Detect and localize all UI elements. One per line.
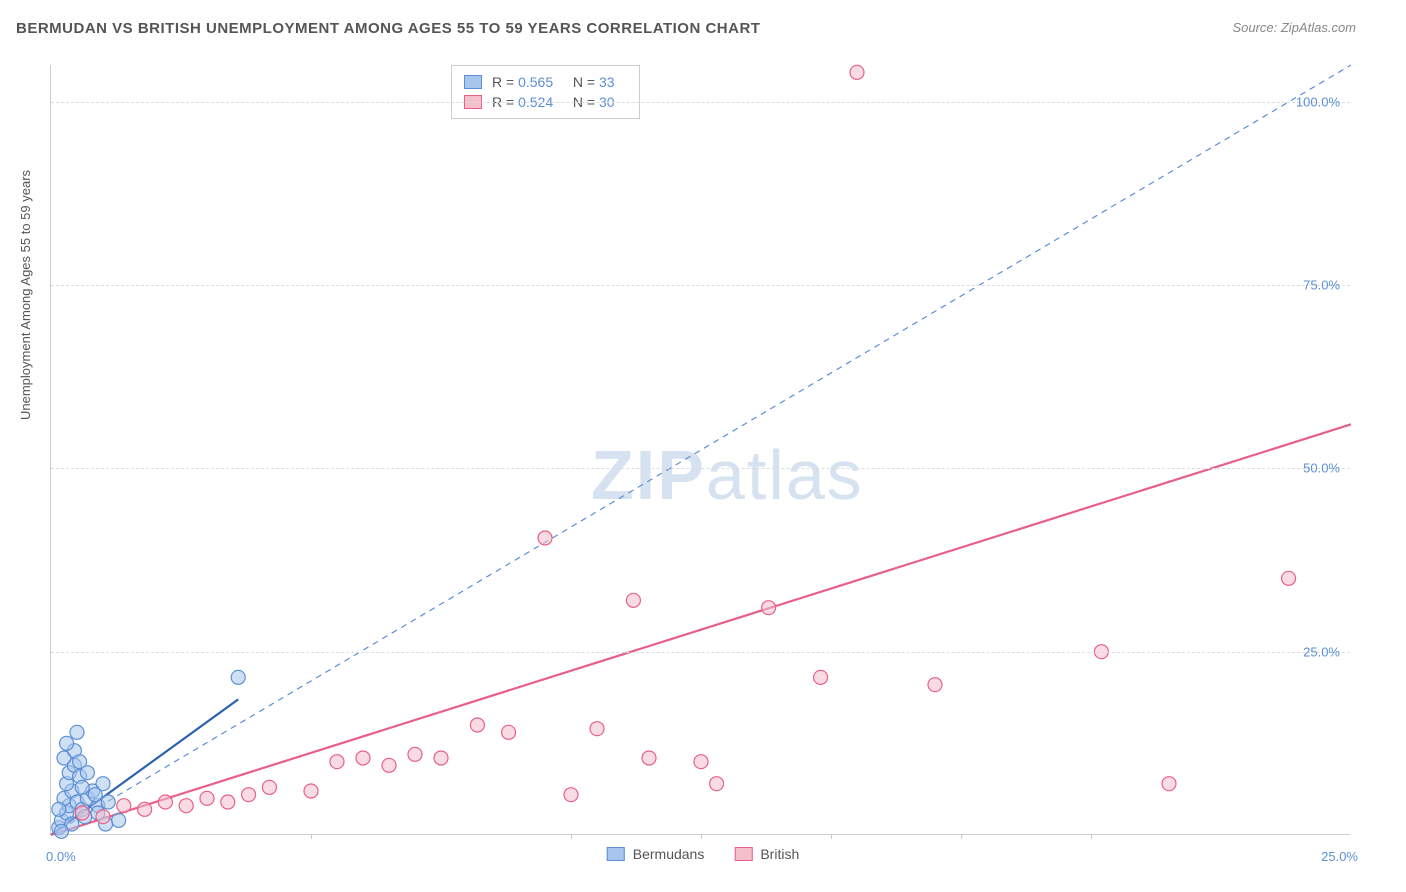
data-point [434,751,448,765]
legend-swatch [734,847,752,861]
data-point [112,813,126,827]
data-point [75,780,89,794]
data-point [262,780,276,794]
data-point [138,802,152,816]
x-tick-mark [831,834,832,839]
data-point [470,718,484,732]
legend-item: British [734,846,799,862]
gridline [51,652,1350,653]
data-point [117,799,131,813]
data-point [408,747,422,761]
y-axis-label: Unemployment Among Ages 55 to 59 years [18,170,33,420]
data-point [158,795,172,809]
scatter-plot-svg [51,65,1350,834]
data-point [1162,777,1176,791]
data-point [710,777,724,791]
data-point [850,65,864,79]
series-legend: Bermudans British [607,846,800,862]
data-point [626,593,640,607]
data-point [590,722,604,736]
chart-title: BERMUDAN VS BRITISH UNEMPLOYMENT AMONG A… [16,20,760,37]
data-point [564,788,578,802]
data-point [304,784,318,798]
data-point [70,725,84,739]
data-point [502,725,516,739]
legend-label: British [760,846,799,862]
data-point [330,755,344,769]
data-point [762,601,776,615]
data-point [642,751,656,765]
stats-legend-row: R = 0.565 N = 33 [464,72,627,92]
reference-line [51,65,1351,835]
data-point [96,810,110,824]
data-point [54,824,68,838]
data-point [928,678,942,692]
gridline [51,285,1350,286]
legend-swatch [464,75,482,89]
legend-swatch [607,847,625,861]
data-point [814,670,828,684]
x-tick-origin: 0.0% [46,849,76,864]
x-tick-mark [1091,834,1092,839]
x-tick-mark [311,834,312,839]
data-point [694,755,708,769]
data-point [200,791,214,805]
data-point [1282,571,1296,585]
data-point [179,799,193,813]
data-point [221,795,235,809]
source-text: Source: ZipAtlas.com [1232,20,1356,35]
data-point [75,806,89,820]
data-point [538,531,552,545]
legend-label: Bermudans [633,846,705,862]
gridline [51,468,1350,469]
data-point [382,758,396,772]
stats-text: R = 0.565 N = 33 [492,74,627,90]
trend-line [51,424,1351,835]
data-point [52,802,66,816]
data-point [231,670,245,684]
data-point [356,751,370,765]
data-point [88,788,102,802]
x-tick-mark [571,834,572,839]
y-tick-label: 50.0% [1303,461,1340,476]
x-tick-max: 25.0% [1321,849,1358,864]
gridline [51,102,1350,103]
y-tick-label: 75.0% [1303,278,1340,293]
x-tick-mark [701,834,702,839]
x-tick-mark [961,834,962,839]
data-point [242,788,256,802]
data-point [101,795,115,809]
stats-legend: R = 0.565 N = 33R = 0.524 N = 30 [451,65,640,119]
data-point [60,736,74,750]
legend-item: Bermudans [607,846,705,862]
chart-plot-area: ZIPatlas R = 0.565 N = 33R = 0.524 N = 3… [50,65,1350,835]
y-tick-label: 25.0% [1303,644,1340,659]
y-tick-label: 100.0% [1296,94,1340,109]
data-point [80,766,94,780]
